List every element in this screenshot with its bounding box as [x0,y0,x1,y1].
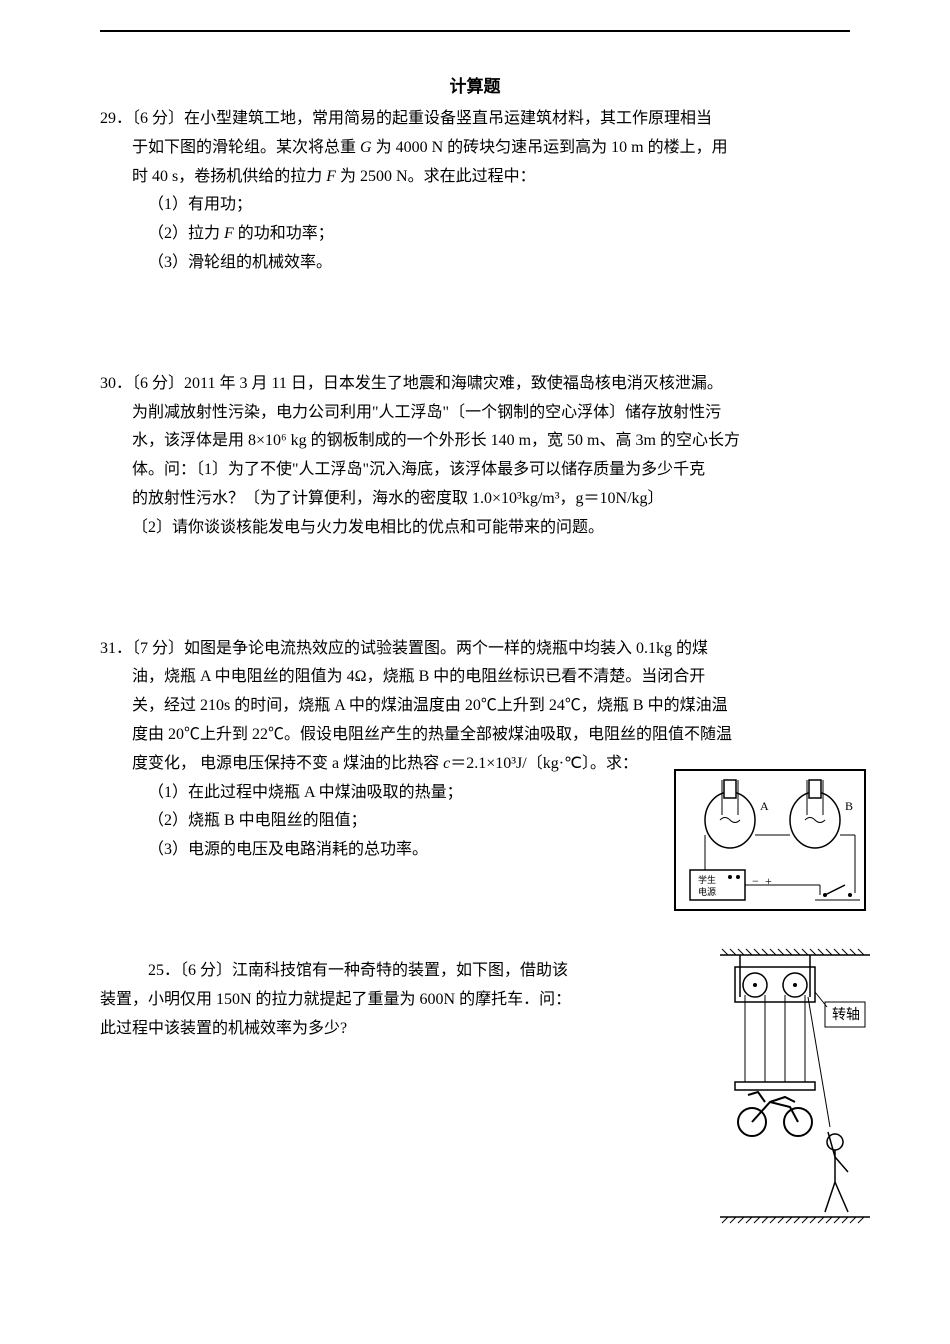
problem-points: 〔7 分〕 [132,640,184,657]
problem-30-line5: 的放射性污水？〔为了计算便利，海水的密度取 1.0×10³kg/m³，g＝10N… [100,485,850,514]
problem-30-line3: 水，该浮体是用 8×10⁶ kg 的钢板制成的一个外形长 140 m，宽 50 … [100,427,850,456]
problem-29: 29．〔6 分〕在小型建筑工地，常用简易的起重设备竖直吊运建筑材料，其工作原理相… [100,105,850,278]
problem-30-line6: 〔2〕请你谈谈核能发电与火力发电相比的优点和可能带来的问题。 [100,514,850,543]
problem-29-text: 29．〔6 分〕在小型建筑工地，常用简易的起重设备竖直吊运建筑材料，其工作原理相… [100,105,850,134]
problem-31-text: 31．〔7 分〕如图是争论电流热效应的试验装置图。两个一样的烧瓶中均装入 0.1… [100,635,850,664]
problem-29-line3: 时 40 s，卷扬机供给的拉力 F 为 2500 N。求在此过程中： [100,163,850,192]
pulley-device-icon: 转轴 [710,947,880,1237]
spacer-1 [100,290,850,370]
problem-points: 〔6 分〕 [180,962,232,979]
problem-31-line2: 油，烧瓶 A 中电阻丝的阻值为 4Ω，烧瓶 B 中的电阻丝标识已看不清楚。当闭合… [100,663,850,692]
problem-29-sub2: （2）拉力 F 的功和功率； [100,220,850,249]
problem-30-line2: 为削减放射性污染，电力公司利用"人工浮岛"〔一个钢制的空心浮体〕储存放射性污 [100,399,850,428]
problem-31-figure: A B 学生 电源 − + [670,765,870,926]
page-title: 计算题 [100,72,850,97]
svg-text:B: B [845,799,853,813]
svg-text:+: + [765,874,772,888]
spacer-2 [100,555,850,635]
problem-points: 〔6 分〕 [132,110,184,127]
problem-30-text: 30．〔6 分〕2011 年 3 月 11 日，日本发生了地震和海啸灾难，致使福… [100,370,850,399]
circuit-diagram-icon: A B 学生 电源 − + [670,765,870,915]
problem-31-line3: 关，经过 210s 的时间，烧瓶 A 中的煤油温度由 20℃上升到 24℃，烧瓶… [100,692,850,721]
problem-29-sub3: （3）滑轮组的机械效率。 [100,249,850,278]
svg-text:A: A [760,799,769,813]
problem-points: 〔6 分〕 [132,375,184,392]
problem-number: 30 [100,375,116,392]
problem-30-line4: 体。问：〔1〕为了不使"人工浮岛"沉入海底，该浮体最多可以储存质量为多少千克 [100,456,850,485]
problem-number: 29 [100,110,116,127]
top-border-line [100,30,850,32]
svg-text:电源: 电源 [698,886,716,897]
problem-29-line2: 于如下图的滑轮组。某次将总重 G 为 4000 N 的砖块匀速吊运到高为 10 … [100,134,850,163]
svg-text:学生: 学生 [698,874,716,885]
problem-number: 31 [100,640,116,657]
problem-29-sub1: （1）有用功； [100,191,850,220]
problem-31-line4: 度由 20℃上升到 22℃。假设电阻丝产生的热量全部被煤油吸取，电阻丝的阻值不随… [100,721,850,750]
problem-number: 25 [148,962,164,979]
problem-25-figure: 转轴 [710,947,880,1248]
svg-text:−: − [752,874,759,888]
problem-25: 转轴 [100,957,850,1043]
problem-31: 31．〔7 分〕如图是争论电流热效应的试验装置图。两个一样的烧瓶中均装入 0.1… [100,635,850,865]
problem-30: 30．〔6 分〕2011 年 3 月 11 日，日本发生了地震和海啸灾难，致使福… [100,370,850,543]
svg-text:转轴: 转轴 [832,1007,860,1023]
